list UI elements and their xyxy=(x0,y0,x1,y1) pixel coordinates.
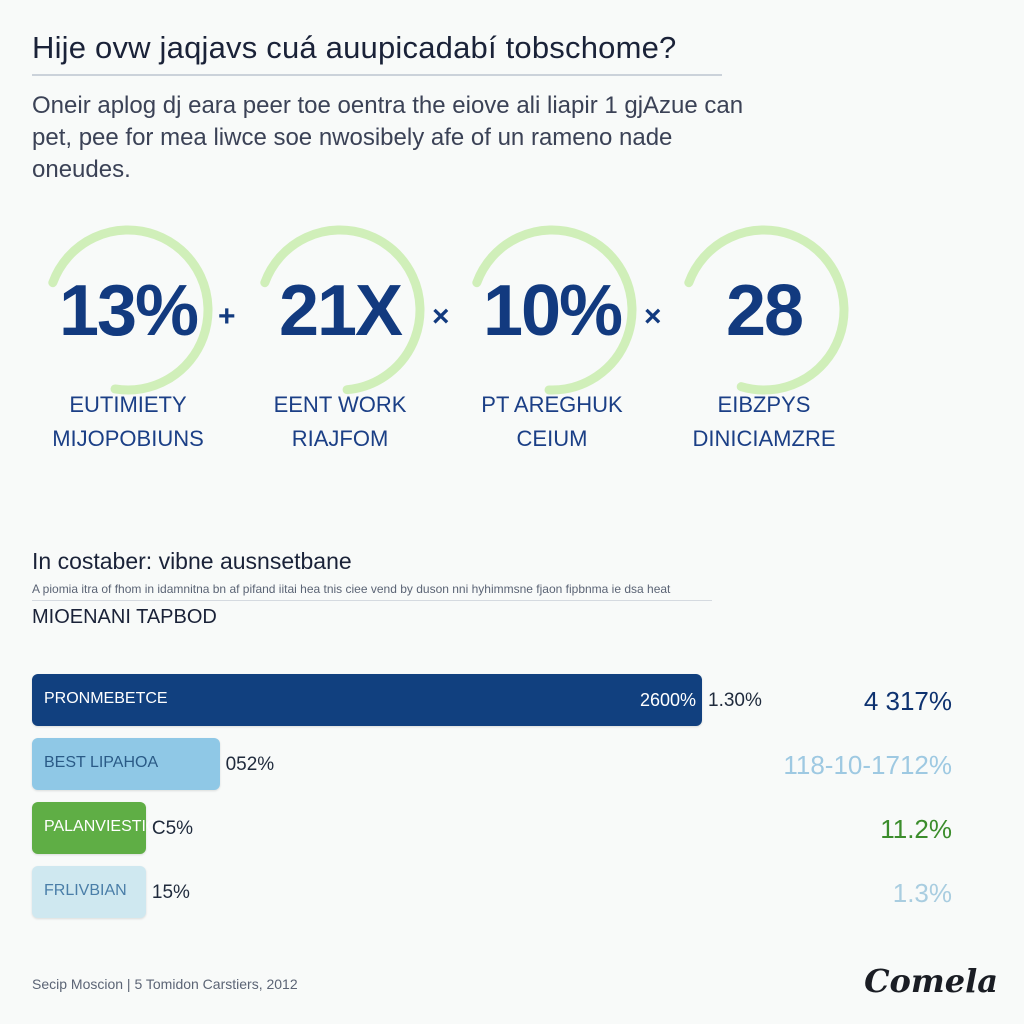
kpi-ring-icon xyxy=(255,225,425,395)
section-note: A piomia itra of fhom in idamnitna bn af… xyxy=(32,582,671,596)
bar-inner-value: 2600% xyxy=(640,690,697,710)
kpi-value: 13% xyxy=(58,271,199,351)
title-underline xyxy=(32,74,722,76)
brand-logo: Comela xyxy=(864,962,998,1000)
kpi-card: 21X EENT WORK RIAJFOM xyxy=(230,220,430,460)
kpi-card: 28 EIBZPYS DINICIAMZRE xyxy=(654,220,854,460)
kpi-value: 21X xyxy=(278,271,403,351)
bar-right-value: 4 317% xyxy=(863,686,952,716)
bar-right-value: 118-10-1712% xyxy=(783,750,952,780)
kpi-label: EENT WORK RIAJFOM xyxy=(230,388,450,456)
times-operator: × xyxy=(644,300,662,333)
bar-category-label: PALANVIESTIONE xyxy=(44,818,181,835)
bar-value-label: 052% xyxy=(225,754,275,775)
kpi-label-line: MIJOPOBIUNS xyxy=(52,426,204,451)
kpi-label-line: EUTIMIETY xyxy=(69,392,187,417)
kpi-label-line: EIBZPYS xyxy=(717,392,811,417)
bar-row: PRONMEBETCE 2600% 1.30% 4 317% xyxy=(32,674,992,726)
bar xyxy=(32,866,146,918)
page-subtitle: Oneir aplog dj eara peer toe oentra the … xyxy=(32,92,744,183)
kpi-ring-icon xyxy=(467,225,637,395)
bar-category-label: PRONMEBETCE xyxy=(44,690,168,707)
page-title: Hije ovw jaqjavs cuá auupicadabí tobscho… xyxy=(32,30,677,65)
section-divider xyxy=(32,600,712,601)
kpi-value: 10% xyxy=(482,271,623,351)
bar-value-label: C5% xyxy=(151,818,194,839)
kpi-row: 13% EUTIMIETY MIJOPOBIUNS 21X EENT WORK … xyxy=(0,220,1024,460)
section-title: In costaber: vibne ausnsetbane xyxy=(32,548,352,574)
bar-chart: PRONMEBETCE 2600% 1.30% 4 317% BEST LIPAHOA 0… xyxy=(0,660,1024,920)
bar xyxy=(32,674,702,726)
bar-right-value: 11.2% xyxy=(880,814,952,844)
kpi-label-line: DINICIAMZRE xyxy=(692,426,836,451)
source-note: Secip Moscion | 5 Tomidon Carstiers, 201… xyxy=(32,976,298,992)
kpi-label: EUTIMIETY MIJOPOBIUNS xyxy=(18,388,238,456)
bar xyxy=(32,802,146,854)
bar-right-value: 1.3% xyxy=(892,878,952,908)
kpi-ring-icon xyxy=(43,225,213,395)
kpi-label: EIBZPYS DINICIAMZRE xyxy=(654,388,874,456)
section-subtitle: MIOENANI TAPBOD xyxy=(32,606,217,628)
bar-category-label: FRLIVBIAN xyxy=(44,882,127,899)
kpi-label: PT AREGHUK CEIUM xyxy=(442,388,662,456)
kpi-label-line: PT AREGHUK xyxy=(481,392,623,417)
kpi-value: 28 xyxy=(725,271,804,351)
times-operator: × xyxy=(432,300,450,333)
kpi-card: 10% PT AREGHUK CEIUM xyxy=(442,220,642,460)
bar xyxy=(32,738,220,790)
bar-category-label: BEST LIPAHOA xyxy=(44,754,159,771)
kpi-label-line: RIAJFOM xyxy=(291,426,389,451)
bar-row: PALANVIESTIONE C5% 11.2% xyxy=(32,802,992,854)
kpi-label-line: CEIUM xyxy=(516,426,588,451)
bar-row: BEST LIPAHOA 052% 118-10-1712% xyxy=(32,738,992,790)
kpi-card: 13% EUTIMIETY MIJOPOBIUNS xyxy=(18,220,218,460)
plus-operator: + xyxy=(218,300,236,333)
bar-row: FRLIVBIAN 15% 1.3% xyxy=(32,866,992,918)
bar-value-label: 1.30% xyxy=(708,690,762,711)
kpi-ring-icon xyxy=(679,225,849,395)
bar-value-label: 15% xyxy=(151,882,190,903)
kpi-label-line: EENT WORK xyxy=(273,392,407,417)
